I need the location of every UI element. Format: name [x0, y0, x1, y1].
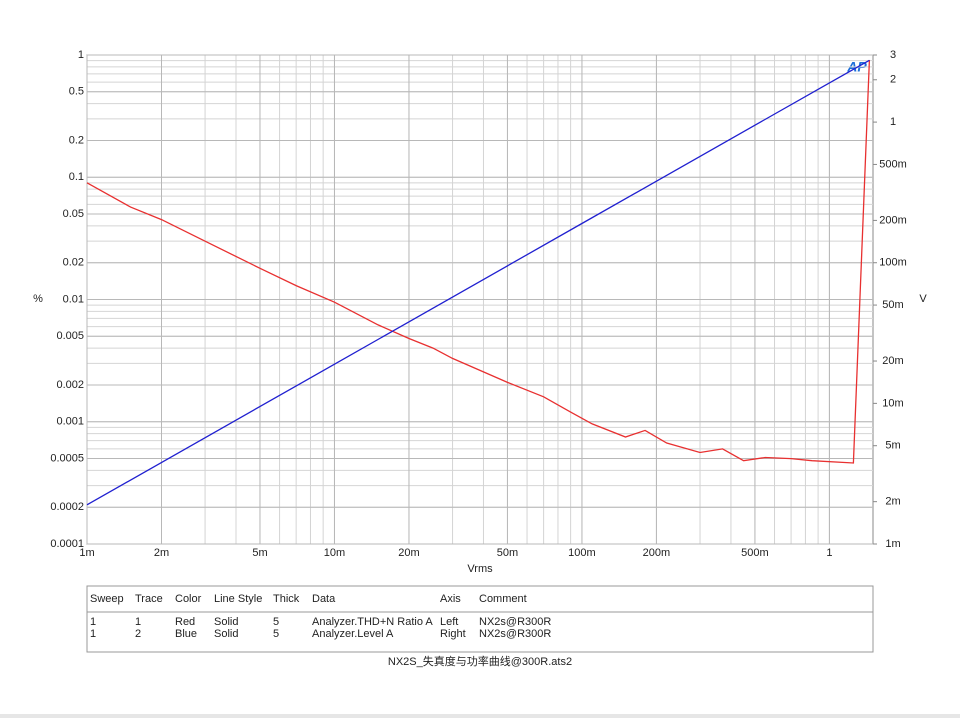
y-tick-label: 0.0001 [50, 538, 84, 550]
y-tick-label: 0.05 [63, 208, 84, 220]
table-cell: 1 [90, 628, 96, 640]
y2-tick-label: 1 [890, 116, 896, 128]
y2-tick-label: 10m [882, 397, 903, 409]
table-cell: NX2s@R300R [479, 628, 551, 640]
table-header: Axis [440, 593, 461, 605]
y-tick-label: 0.002 [56, 379, 84, 391]
x-tick-label: 50m [497, 547, 518, 559]
table-header: Sweep [90, 593, 124, 605]
table-cell: 5 [273, 616, 279, 628]
legend-table [86, 585, 874, 653]
table-header: Comment [479, 593, 527, 605]
y-tick-label: 0.1 [69, 171, 84, 183]
series-line [86, 59, 870, 506]
x-tick-label: 200m [643, 547, 671, 559]
table-cell: 2 [135, 628, 141, 640]
table-cell: Analyzer.Level A [312, 628, 394, 640]
y2-tick-label: 20m [882, 355, 903, 367]
series-line [86, 59, 871, 464]
y2-tick-label: 1m [885, 538, 900, 550]
table-cell: Blue [175, 628, 197, 640]
x-tick-label: 10m [324, 547, 345, 559]
y-tick-label: 0.005 [56, 330, 84, 342]
y-tick-label: 0.0005 [50, 452, 84, 464]
y2-tick-label: 100m [879, 257, 907, 269]
y2-tick-label: 3 [890, 49, 896, 61]
table-cell: 5 [273, 628, 279, 640]
y2-tick-label: 200m [879, 214, 907, 226]
table-header: Line Style [214, 593, 262, 605]
y2-tick-label: 2m [885, 496, 900, 508]
y-tick-label: 0.2 [69, 134, 84, 146]
table-cell: Solid [214, 628, 238, 640]
y-tick-label: 0.001 [56, 416, 84, 428]
file-name: NX2S_失真度与功率曲线@300R.ats2 [388, 654, 572, 668]
table-header: Data [312, 593, 336, 605]
table-header: Trace [135, 593, 163, 605]
y-tick-label: 0.5 [69, 86, 84, 98]
table-cell: Right [440, 628, 466, 640]
table-cell: 1 [135, 616, 141, 628]
table-cell: Solid [214, 616, 238, 628]
x-tick-label: 20m [398, 547, 419, 559]
table-header: Thick [273, 593, 300, 605]
y2-tick-label: 50m [882, 299, 903, 311]
table-header: Color [175, 593, 202, 605]
table-cell: Analyzer.THD+N Ratio A [312, 616, 433, 628]
y2-tick-label: 500m [879, 158, 907, 170]
table-cell: NX2s@R300R [479, 616, 551, 628]
y2-tick-label: 2 [890, 74, 896, 86]
y-tick-label: 0.01 [63, 293, 84, 305]
y2-tick-label: 5m [885, 440, 900, 452]
y2-axis-label: V [919, 293, 927, 305]
y-tick-label: 1 [78, 49, 84, 61]
table-cell: Red [175, 616, 195, 628]
y-tick-label: 0.02 [63, 257, 84, 269]
x-tick-label: 500m [741, 547, 769, 559]
y-axis-label: % [33, 293, 43, 305]
x-tick-label: 5m [252, 547, 267, 559]
table-cell: Left [440, 616, 458, 628]
x-axis-label: Vrms [467, 563, 493, 575]
y-tick-label: 0.0002 [50, 501, 84, 513]
x-tick-label: 2m [154, 547, 169, 559]
x-tick-label: 1 [826, 547, 832, 559]
table-cell: 1 [90, 616, 96, 628]
x-tick-label: 100m [568, 547, 596, 559]
x-tick-label: 1m [79, 547, 94, 559]
